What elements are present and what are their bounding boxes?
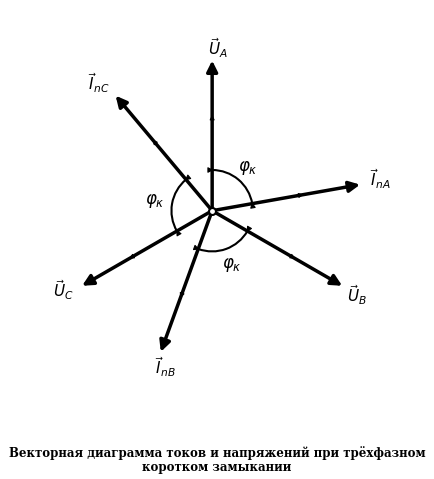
Text: $\vec{I}_{nA}$: $\vec{I}_{nA}$ — [370, 167, 391, 191]
Text: Векторная диаграмма токов и напряжений при трёхфазном: Векторная диаграмма токов и напряжений п… — [9, 446, 425, 459]
Text: $\vec{U}_A$: $\vec{U}_A$ — [208, 36, 228, 60]
Text: $\vec{U}_B$: $\vec{U}_B$ — [347, 284, 367, 308]
Text: $\vec{I}_{nB}$: $\vec{I}_{nB}$ — [155, 355, 176, 379]
Text: $\vec{I}_{nC}$: $\vec{I}_{nC}$ — [88, 71, 110, 95]
Text: $\varphi_{\kappa}$: $\varphi_{\kappa}$ — [238, 159, 258, 177]
Text: $\vec{U}_C$: $\vec{U}_C$ — [53, 278, 74, 301]
Text: коротком замыкании: коротком замыкании — [142, 460, 292, 474]
Text: $\varphi_{\kappa}$: $\varphi_{\kappa}$ — [222, 256, 242, 274]
Text: $\varphi_{\kappa}$: $\varphi_{\kappa}$ — [145, 192, 165, 210]
